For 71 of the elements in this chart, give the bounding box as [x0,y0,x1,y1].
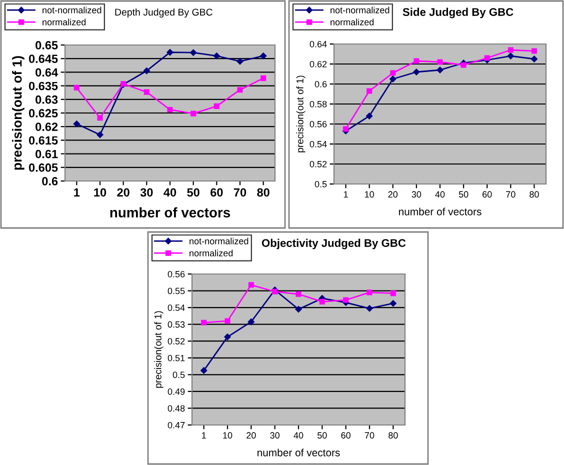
x-tick-label: 30 [270,432,280,439]
x-tick-label: 30 [412,191,422,198]
x-tick-label: 40 [294,432,304,439]
y-tick-label: 0.56 [310,120,327,128]
y-tick-label: 0.54 [310,140,327,148]
x-tick-label: 20 [117,188,130,197]
y-tick-label: 0.54 [168,304,185,311]
y-tick-label: 0.5 [314,180,327,188]
x-tick-label: 70 [364,432,374,439]
y-tick-label: 0.56 [168,270,185,278]
y-tick-label: 0.62 [310,60,327,68]
y-tick-label: 0.52 [168,338,185,344]
x-tick-label: 10 [365,191,374,198]
chart-title: Side Judged By GBC [402,8,514,18]
x-tick-label: 50 [187,188,200,197]
x-tick-label: 1 [74,188,80,196]
x-tick-label: 80 [388,432,398,439]
y-tick-label: 0.61 [36,150,58,158]
x-axis-title: number of vectors [399,208,482,216]
y-tick-label: 0.64 [36,68,58,77]
y-axis-title: precision(out of 1) [154,311,164,388]
legend-label: not-normalized [330,6,390,14]
legend-label: normalized [42,18,86,26]
legend-label: normalized [330,18,374,26]
y-tick-label: 0.53 [168,321,185,328]
y-tick-label: 0.55 [168,288,185,294]
x-tick-label: 30 [140,188,153,197]
y-tick-label: 0.6 [42,177,58,186]
y-tick-label: 0.5 [172,372,185,378]
y-tick-label: 0.48 [168,405,185,412]
x-tick-label: 70 [234,188,246,197]
y-tick-label: 0.605 [28,163,58,172]
x-tick-label: 80 [530,191,539,198]
chart-title: Depth Judged By GBC [115,8,212,18]
chart-title: Objectivity Judged By GBC [262,238,406,250]
x-tick-label: 1 [344,191,348,198]
x-tick-label: 40 [164,188,176,197]
y-tick-label: 0.47 [168,422,185,428]
x-tick-label: 70 [506,191,516,198]
x-tick-label: 20 [246,432,256,439]
x-tick-label: 80 [257,188,270,197]
x-tick-label: 10 [94,188,106,197]
x-tick-label: 10 [223,432,232,439]
y-tick-label: 0.62 [36,122,58,131]
legend-label: normalized [190,250,233,256]
y-tick-label: 0.49 [168,388,185,395]
y-tick-label: 0.63 [36,95,58,104]
y-axis-title: precision(out of 1) [12,56,24,170]
x-tick-label: 60 [341,432,350,439]
x-tick-label: 60 [482,191,492,198]
x-tick-label: 60 [210,188,223,197]
x-tick-label: 50 [458,191,468,198]
x-tick-label: 40 [435,191,445,198]
legend-label: not-normalized [42,6,102,14]
y-tick-label: 0.635 [28,82,58,90]
y-axis-title: precision(out of 1) [296,76,306,152]
y-tick-label: 0.645 [28,54,58,63]
y-tick-label: 0.65 [36,41,58,50]
x-tick-label: 50 [318,432,327,439]
y-tick-label: 0.51 [168,354,185,362]
legend-label: not-normalized [190,238,248,244]
y-tick-label: 0.58 [310,100,327,108]
x-axis-title: number of vectors [258,448,340,456]
y-tick-label: 0.64 [310,40,327,48]
y-tick-label: 0.615 [28,136,58,145]
x-tick-label: 20 [388,191,398,198]
y-tick-label: 0.52 [310,160,327,168]
x-tick-label: 1 [202,432,206,438]
x-axis-title: number of vectors [110,207,230,218]
y-tick-label: 0.625 [28,109,58,118]
y-tick-label: 0.6 [314,80,327,88]
